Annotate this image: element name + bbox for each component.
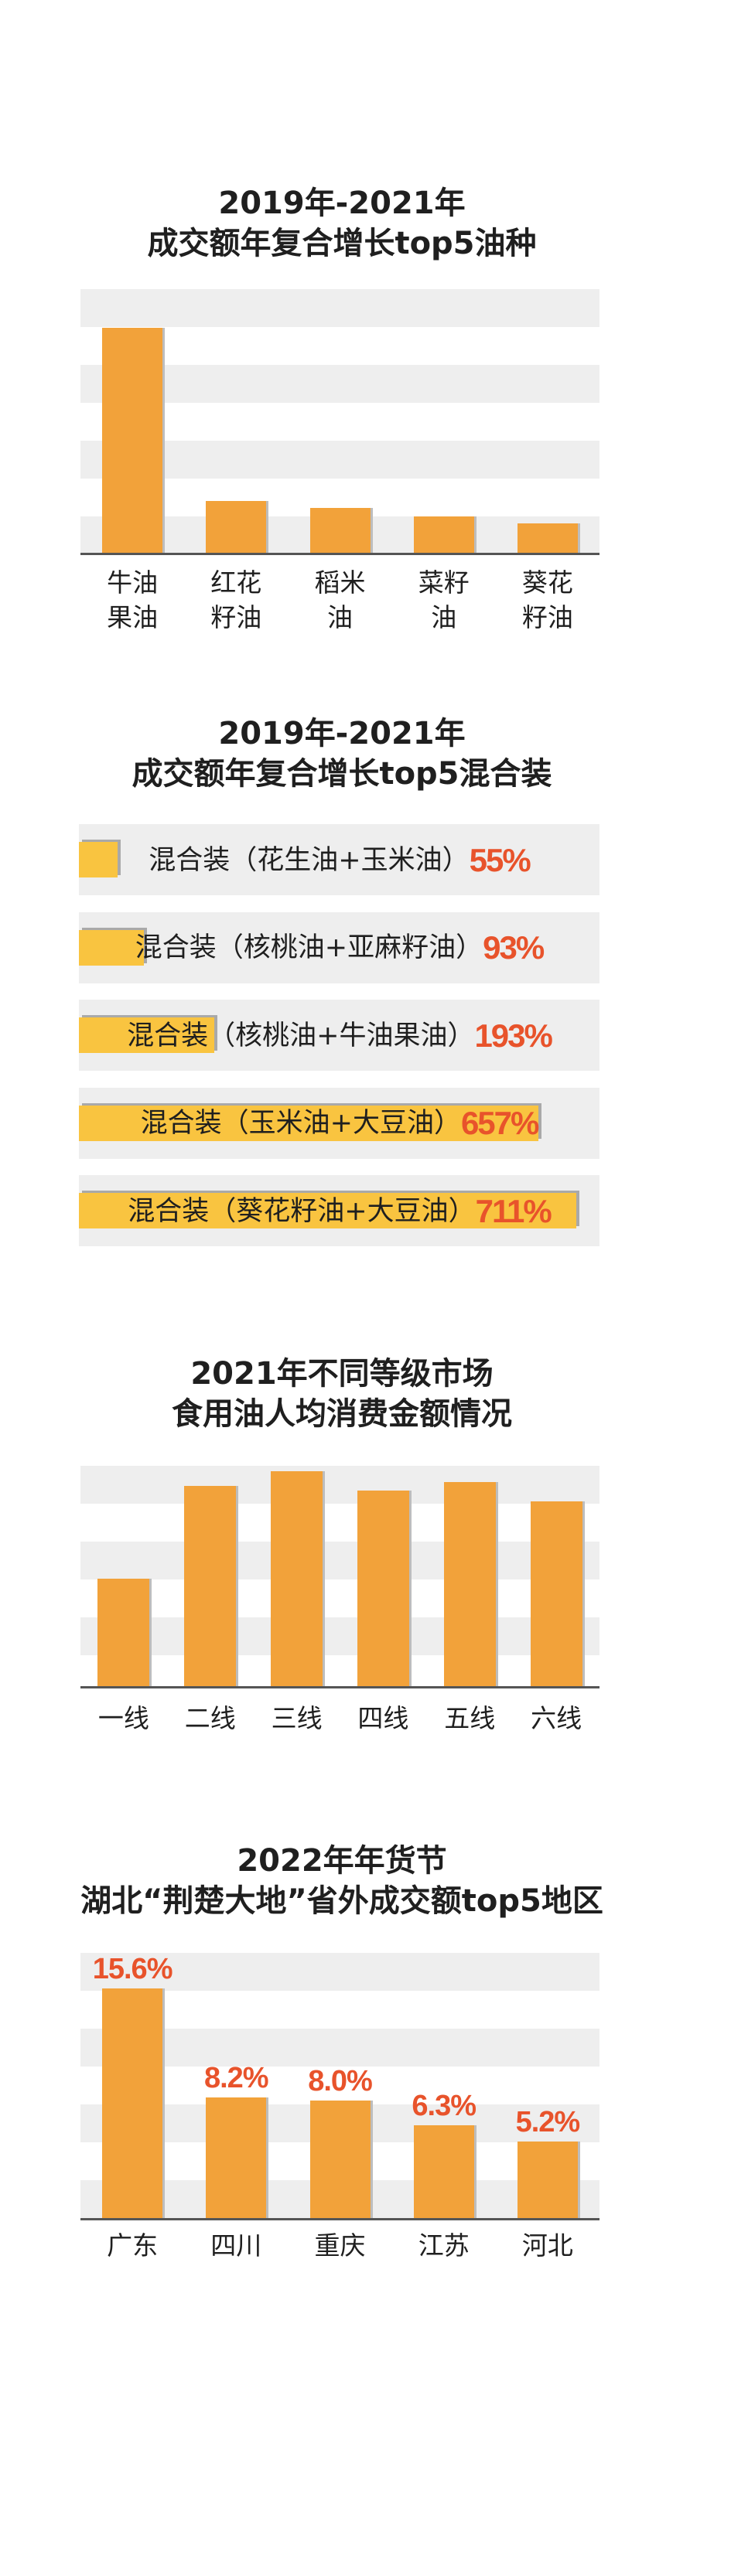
value-label: 93% (483, 929, 545, 966)
chart-region-sales-share: 2022年年货节 湖北“荆楚大地”省外成交额top5地区 15.6% 8.2% 8.… (0, 1841, 731, 2274)
value-label: 711% (475, 1192, 552, 1229)
data-label-3: 8.0% (308, 2064, 373, 2097)
x-tick-label-2: 二线 (184, 1703, 236, 1733)
data-label-1: 15.6% (92, 1952, 173, 1985)
bar-label-5: 混合装（葵花籽油+大豆油）711% (79, 1175, 599, 1246)
chart-subtitle: 成交额年复合增长top5混合装 (132, 756, 552, 792)
bar-2 (184, 1486, 237, 1686)
chart-title: 2021年不同等级市场 (190, 1356, 494, 1392)
bar-5 (79, 1193, 577, 1228)
chart-oil-types-growth: 2019年-2021年 成交额年复合增长top5油种 牛油 果油 红花 籽油 稻米 … (0, 183, 731, 647)
x-tick-label-2: 四川 (210, 2230, 262, 2261)
row-2: 混合装（核桃油+亚麻籽油）93% (79, 911, 599, 983)
x-axis-labels: 牛油 果油 红花 籽油 稻米 油菜籽 油葵花 籽油 (80, 565, 599, 642)
bar-4 (413, 516, 474, 553)
row-3: 混合装（核桃油+牛油果油）193% (79, 1000, 599, 1071)
x-tick-label-3: 稻米 油 (314, 567, 366, 632)
category-label: 混合装（玉米油+大豆油） (140, 1108, 461, 1139)
x-tick-label-3: 重庆 (314, 2230, 366, 2261)
bar-1 (97, 1578, 150, 1686)
bar-label-3: 混合装（核桃油+牛油果油）193% (79, 1000, 599, 1071)
x-tick-label-6: 六线 (531, 1703, 582, 1733)
bar-3 (309, 2100, 371, 2218)
x-tick-label-3: 三线 (271, 1703, 323, 1733)
bar-3 (271, 1470, 323, 1686)
category-label: 混合装（花生油+玉米油） (149, 844, 470, 876)
x-axis-labels: 一线 二线 三线 四线 五线 六线 (80, 1701, 599, 1778)
value-label: 193% (474, 1017, 552, 1054)
chart-title: 2022年年货节 (237, 1843, 447, 1879)
value-label: 55% (469, 841, 531, 878)
data-label-5: 5.2% (515, 2105, 581, 2138)
data-label-2: 8.2% (203, 2061, 269, 2094)
bar-2 (206, 2097, 267, 2218)
plot-area (80, 1466, 599, 1686)
x-axis-labels: 广东 四川 重庆 江苏 河北 (80, 2228, 599, 2305)
row-5: 混合装（葵花籽油+大豆油）711% (79, 1175, 599, 1246)
x-tick-label-1: 牛油 果油 (107, 567, 159, 632)
chart-subtitle: 食用油人均消费金额情况 (172, 1396, 512, 1432)
x-tick-label-5: 五线 (444, 1703, 496, 1733)
category-label: 混合装（核桃油+牛油果油） (127, 1020, 475, 1051)
data-label-4: 6.3% (412, 2089, 477, 2122)
bar-5 (443, 1481, 496, 1686)
x-tick-label-5: 葵花 籽油 (521, 567, 573, 632)
x-tick-label-2: 红花 籽油 (210, 567, 262, 632)
bar-4 (413, 2125, 474, 2218)
bar-5 (517, 2141, 578, 2218)
bar-6 (530, 1501, 582, 1686)
bar-3 (309, 507, 371, 553)
value-label: 657% (460, 1105, 539, 1141)
x-tick-label-1: 广东 (107, 2230, 159, 2261)
x-tick-label-4: 江苏 (418, 2230, 470, 2261)
x-tick-label-4: 四线 (357, 1703, 409, 1733)
chart-market-tier-spending: 2021年不同等级市场 食用油人均消费金额情况 一线 二线 三线 四线 五线 六线 (0, 1354, 731, 1756)
category-label: 混合装（核桃油+亚麻籽油） (135, 932, 483, 963)
bar-2 (206, 500, 267, 553)
category-label: 混合装（葵花籽油+大豆油） (128, 1195, 476, 1227)
bar-3 (79, 1017, 214, 1053)
x-axis-line (80, 1686, 599, 1688)
bar-1 (79, 842, 118, 877)
row-4: 混合装（玉米油+大豆油）657% (79, 1087, 599, 1159)
chart-title: 2019年-2021年 (218, 186, 466, 221)
chart-subtitle: 成交额年复合增长top5油种 (147, 226, 537, 261)
bar-1 (102, 1988, 163, 2218)
bar-label-4: 混合装（玉米油+大豆油）657% (79, 1088, 599, 1159)
chart-title: 2019年-2021年 (218, 716, 466, 751)
bar-label-2: 混合装（核桃油+亚麻籽油）93% (79, 912, 599, 983)
bar-4 (79, 1105, 539, 1141)
x-tick-label-4: 菜籽 油 (418, 567, 470, 632)
bar-5 (517, 523, 578, 553)
x-axis-line (80, 2218, 599, 2220)
plot-area (80, 289, 599, 553)
bar-4 (357, 1490, 409, 1686)
x-tick-label-5: 河北 (521, 2230, 573, 2261)
bar-label-1: 混合装（花生油+玉米油）55% (79, 824, 599, 895)
plot-area: 混合装（花生油+玉米油）55% 混合装（核桃油+亚麻籽油）93% 混合装（核桃油+牛… (79, 714, 599, 1255)
bar-2 (79, 929, 145, 966)
chart-subtitle: 湖北“荆楚大地”省外成交额top5地区 (80, 1883, 603, 1919)
plot-area: 15.6% 8.2% 8.0% 6.3% 5.2% (80, 1953, 599, 2218)
chart-blend-oils-growth: 2019年-2021年 成交额年复合增长top5混合装 混合装（花生油+玉米油）… (0, 714, 731, 1255)
row-1: 混合装（花生油+玉米油）55% (79, 824, 599, 895)
x-tick-label-1: 一线 (97, 1703, 149, 1733)
bar-1 (102, 327, 163, 553)
x-axis-line (80, 553, 599, 555)
